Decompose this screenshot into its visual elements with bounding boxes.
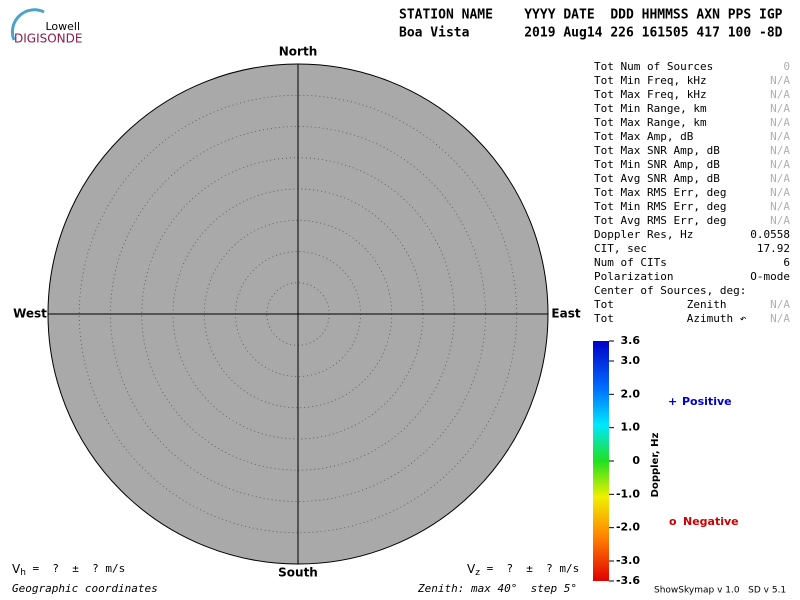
- stat-label: Tot Azimuth ↶: [594, 312, 747, 325]
- header-values: Boa Vista 2019 Aug14 226 161505 417 100 …: [399, 26, 783, 41]
- stat-value: N/A: [770, 214, 790, 227]
- stat-value: 0: [783, 60, 790, 73]
- colorbar-tick-label: -1.0: [616, 487, 640, 500]
- version: ShowSkymap v 1.0 SD v 5.1: [654, 586, 786, 596]
- vz-sub: z: [475, 568, 480, 578]
- stat-value: N/A: [770, 88, 790, 101]
- stat-value: N/A: [770, 116, 790, 129]
- legend-label: Negative: [683, 515, 739, 528]
- stat-label: Tot Min RMS Err, deg: [594, 200, 726, 213]
- legend-label: Positive: [682, 395, 732, 408]
- stat-label: Tot Min Freq, kHz: [594, 74, 707, 87]
- stat-label: Tot Max Freq, kHz: [594, 88, 707, 101]
- stat-value: N/A: [770, 74, 790, 87]
- vz-text: = ? ± ? m/s: [480, 562, 579, 575]
- colorbar-title: Doppler, Hz: [650, 433, 661, 498]
- stat-label: Tot Avg SNR Amp, dB: [594, 172, 720, 185]
- colorbar-tick-label: 3.6: [621, 334, 641, 347]
- colorbar-tick-label: 2.0: [621, 387, 641, 400]
- zenith: Zenith: max 40° step 5°: [417, 582, 577, 595]
- colorbar-tick-label: -2.0: [616, 521, 640, 534]
- vz: Vz = ? ± ? m/s: [467, 562, 579, 578]
- stat-label: Tot Avg RMS Err, deg: [594, 214, 726, 227]
- stat-label: Tot Min SNR Amp, dB: [594, 158, 720, 171]
- stat-label: Doppler Res, Hz: [594, 228, 693, 241]
- colorbar-tick-label: 3.0: [621, 354, 641, 367]
- stat-value: N/A: [770, 102, 790, 115]
- vh-symbol: V: [12, 562, 21, 576]
- colorbar-tick-label: 0: [632, 454, 640, 467]
- stat-value: 0.0558: [750, 228, 790, 241]
- stat-value: O-mode: [750, 270, 790, 283]
- east-label: East: [551, 307, 580, 321]
- stat-label: Center of Sources, deg:: [594, 284, 746, 297]
- stat-value: N/A: [770, 312, 790, 325]
- stat-label: Tot Max Range, km: [594, 116, 707, 129]
- stat-value: N/A: [770, 130, 790, 143]
- vh-text: = ? ± ? m/s: [26, 562, 125, 575]
- stat-value: 17.92: [757, 242, 790, 255]
- colorbar-tick-label: -3.0: [616, 554, 640, 567]
- south-label: South: [278, 566, 318, 580]
- header-labels: STATION NAME YYYY DATE DDD HHMMSS AXN PP…: [399, 8, 783, 23]
- stat-label: Tot Max Amp, dB: [594, 130, 694, 143]
- logo-arc: [10, 8, 45, 41]
- stat-value: N/A: [770, 144, 790, 157]
- north-label: North: [279, 45, 317, 59]
- stat-value: N/A: [770, 186, 790, 199]
- colorbar-tick-label: -3.6: [616, 574, 640, 587]
- stat-label: Tot Max RMS Err, deg: [594, 186, 726, 199]
- stat-label: Tot Min Range, km: [594, 102, 707, 115]
- stat-value: N/A: [770, 172, 790, 185]
- logo-top: Lowell: [45, 20, 80, 33]
- legend-symbol: +: [668, 395, 677, 408]
- stat-label: Tot Max SNR Amp, dB: [594, 144, 720, 157]
- colorbar: [593, 341, 609, 581]
- logo-bottom: DIGISONDE: [14, 32, 82, 46]
- vz-symbol: V: [467, 562, 476, 576]
- colorbar-tick-label: 1.0: [621, 421, 641, 434]
- legend-symbol: o: [669, 515, 677, 528]
- stat-value: 6: [783, 256, 790, 269]
- vh-sub: h: [20, 568, 26, 578]
- vh: Vh = ? ± ? m/s: [12, 562, 125, 578]
- stat-label: Polarization: [594, 270, 673, 283]
- stat-value: N/A: [770, 298, 790, 311]
- stat-label: Tot Zenith: [594, 298, 726, 311]
- stat-value: N/A: [770, 200, 790, 213]
- stat-label: Tot Num of Sources: [594, 60, 713, 73]
- coords: Geographic coordinates: [12, 582, 158, 595]
- stat-label: Num of CITs: [594, 256, 667, 269]
- stat-label: CIT, sec: [594, 242, 647, 255]
- west-label: West: [13, 307, 47, 321]
- stat-value: N/A: [770, 158, 790, 171]
